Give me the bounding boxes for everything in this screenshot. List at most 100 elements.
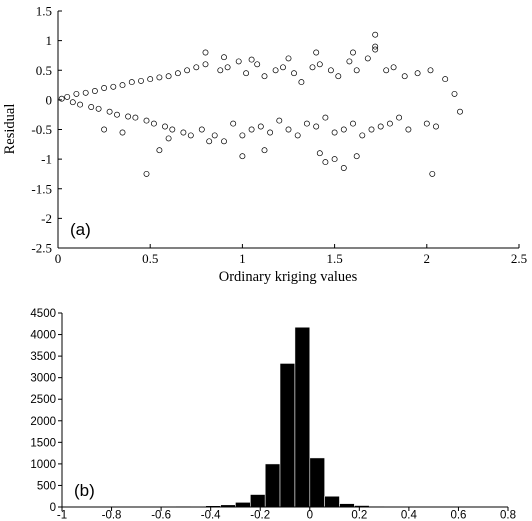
scatter-point <box>372 31 379 38</box>
scatter-point <box>405 126 412 133</box>
scatter-point <box>114 111 120 118</box>
scatter-point <box>261 147 268 154</box>
scatter-point <box>335 73 342 80</box>
scatter-point <box>267 129 274 136</box>
scatter-point <box>101 85 108 91</box>
scatter-point <box>303 120 310 127</box>
scatter-point <box>442 76 449 83</box>
scatter-point <box>346 58 353 65</box>
histogram-bars <box>71 326 459 508</box>
scatter-point <box>156 74 163 81</box>
x-tick-label: -0.2 <box>250 510 270 521</box>
scatter-point <box>457 108 463 115</box>
y-tick-group: 1.5 1 0.5 0 -0.5 -1 -1.5 -2 -2.5 <box>31 4 62 256</box>
scatter-point <box>313 49 320 56</box>
scatter-point <box>184 67 191 74</box>
scatter-point <box>106 108 113 115</box>
scatter-point <box>261 73 268 80</box>
x-tick-label: -0.4 <box>201 510 221 521</box>
y-tick-label: 0 <box>50 502 56 514</box>
histogram-bar <box>339 503 355 508</box>
y-tick-label: 500 <box>37 480 56 492</box>
scatter-point <box>150 120 157 127</box>
scatter-point <box>254 61 261 68</box>
x-tick-group: -1 -0.8 -0.6 -0.4 -0.2 0 0.2 0.4 0.6 0.8 <box>57 507 516 521</box>
scatter-point <box>285 55 292 62</box>
x-tick-label: 0.8 <box>500 510 516 521</box>
scatter-point <box>82 89 89 96</box>
scatter-point <box>221 138 227 145</box>
x-tick-label: 0.5 <box>142 251 158 266</box>
scatter-point <box>138 77 144 84</box>
scatter-point <box>101 126 108 133</box>
x-axis-title: Ordinary kriging values <box>219 269 358 285</box>
scatter-point <box>322 114 329 121</box>
scatter-point <box>73 90 80 97</box>
histogram-bar <box>324 495 340 508</box>
scatter-point <box>119 82 126 89</box>
scatter-point <box>429 170 436 177</box>
scatter-point <box>401 73 408 80</box>
scatter-point <box>309 64 316 71</box>
scatter-point <box>257 123 264 130</box>
scatter-point <box>147 76 154 83</box>
scatter-point <box>95 105 102 112</box>
scatter-point <box>327 67 334 74</box>
scatter-point <box>143 117 150 124</box>
scatter-point <box>211 132 218 139</box>
scatter-points <box>58 31 463 177</box>
scatter-point <box>313 123 320 130</box>
scatter-point <box>64 93 71 100</box>
y-tick-label: -1 <box>41 152 52 167</box>
scatter-point <box>396 114 403 121</box>
scatter-point <box>58 95 65 102</box>
y-tick-label: -1.5 <box>31 181 52 196</box>
scatter-point <box>165 73 172 80</box>
scatter-point <box>206 138 213 145</box>
scatter-point <box>165 135 172 142</box>
scatter-point <box>372 43 379 50</box>
scatter-point <box>364 55 371 62</box>
scatter-point <box>187 132 194 139</box>
scatter-point <box>285 126 292 133</box>
x-tick-label: 0 <box>307 510 313 521</box>
x-tick-label: 2.5 <box>511 251 527 266</box>
panel-label-b: (b) <box>74 481 95 500</box>
scatter-point <box>91 88 98 94</box>
y-tick-label: 2000 <box>30 416 56 428</box>
y-axis-title: Residual <box>2 104 18 155</box>
y-tick-label: -2 <box>41 211 52 226</box>
scatter-panel: 0 0.5 1 1.5 2 2.5 1.5 1 0.5 0 -0.5 -1 -1.5 -2 -2.5 (a… <box>2 4 527 286</box>
y-tick-label: 4500 <box>30 308 56 320</box>
panel-label-a: (a) <box>70 220 91 239</box>
y-tick-label: 1500 <box>30 437 56 449</box>
scatter-point <box>221 54 227 61</box>
scatter-point <box>291 70 297 77</box>
scatter-point <box>69 99 76 106</box>
scatter-point <box>156 147 163 154</box>
x-tick-label: -0.6 <box>151 510 171 521</box>
scatter-point <box>162 123 168 130</box>
scatter-point <box>353 153 360 160</box>
scatter-point <box>239 132 246 139</box>
x-tick-label: 0.6 <box>450 510 466 521</box>
histogram-panel: -1 -0.8 -0.6 -0.4 -0.2 0 0.2 0.4 0.6 0.8 4500 4000… <box>30 308 516 521</box>
scatter-point <box>386 120 393 127</box>
scatter-point <box>272 67 279 74</box>
scatter-point <box>193 64 200 71</box>
scatter-point <box>243 70 250 77</box>
scatter-point <box>322 159 329 166</box>
histogram-bar <box>294 326 311 508</box>
scatter-point <box>169 126 176 133</box>
scatter-point <box>110 83 117 90</box>
histogram-bar <box>250 494 266 508</box>
scatter-point <box>119 129 126 136</box>
scatter-point <box>316 150 323 157</box>
y-tick-label: 0.5 <box>36 63 52 78</box>
scatter-point <box>230 120 237 127</box>
x-tick-group: 0 0.5 1 1.5 2 2.5 <box>55 244 527 266</box>
scatter-point <box>423 120 430 127</box>
scatter-point <box>88 104 95 110</box>
scatter-point <box>180 129 187 136</box>
scatter-point <box>125 113 132 120</box>
